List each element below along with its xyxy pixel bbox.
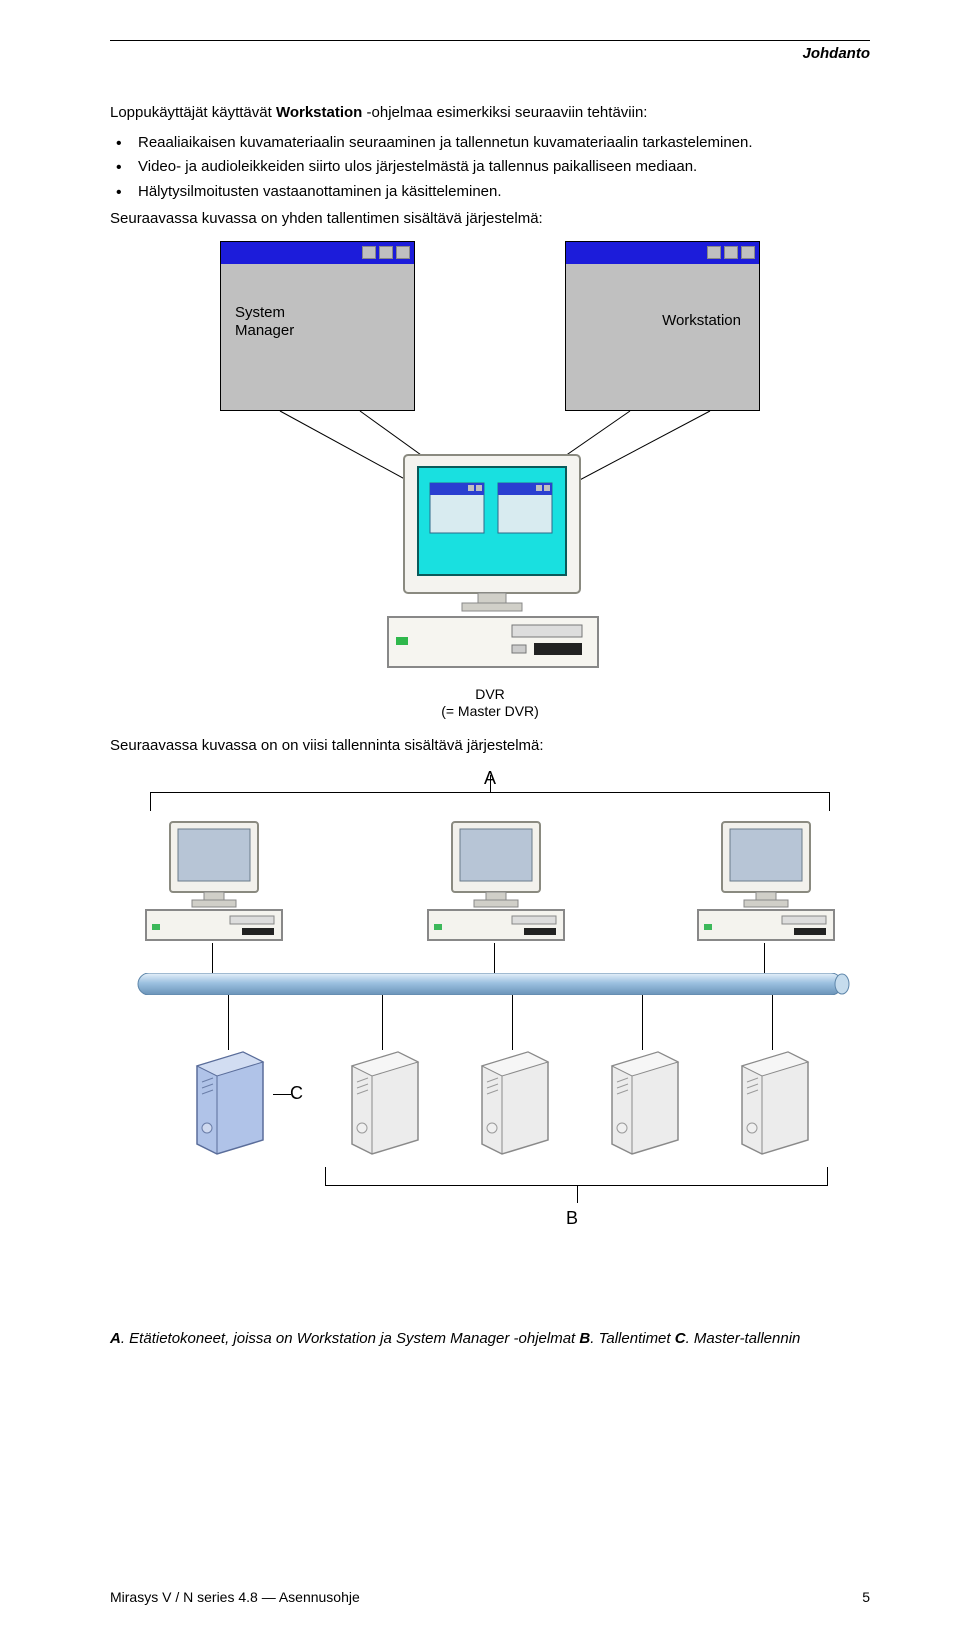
close-icon xyxy=(741,246,755,259)
intro-paragraph: Loppukäyttäjät käyttävät Workstation -oh… xyxy=(110,102,870,123)
bullet-item: Video- ja audioleikkeiden siirto ulos jä… xyxy=(138,157,870,177)
client-pc xyxy=(690,818,840,953)
intro-bold: Workstation xyxy=(276,104,362,121)
system-manager-window: System Manager xyxy=(220,241,415,411)
legend-a-text: . Etätietokoneet, joissa on Workstation … xyxy=(121,1330,580,1347)
server-icon xyxy=(340,1048,430,1158)
bullet-list: Reaaliaikaisen kuvamateriaalin seuraamin… xyxy=(110,133,870,202)
server-icon xyxy=(600,1048,690,1158)
diagram-single-recorder: System Manager Workstation xyxy=(210,241,770,721)
server xyxy=(600,1048,690,1163)
intro-before: Loppukäyttäjät käyttävät xyxy=(110,104,276,121)
header-rule xyxy=(110,40,870,41)
pc-icon xyxy=(138,818,288,948)
legend-c-text: . Master-tallennin xyxy=(686,1330,801,1347)
diagram-five-recorders: A xyxy=(130,768,850,1298)
label-c-line xyxy=(273,1094,291,1095)
close-icon xyxy=(396,246,410,259)
server-icon xyxy=(185,1048,275,1158)
legend-b-text: . Tallentimet xyxy=(590,1330,675,1347)
window-titlebar xyxy=(566,242,759,264)
dvr-label-line1: DVR xyxy=(441,686,539,704)
diagram2-caption: Seuraavassa kuvassa on on viisi tallenni… xyxy=(110,735,870,756)
footer-left: Mirasys V / N series 4.8 — Asennusohje xyxy=(110,1589,360,1605)
intro-after: -ohjelmaa esimerkiksi seuraaviin tehtävi… xyxy=(362,104,647,121)
window-titlebar xyxy=(221,242,414,264)
label-c: C xyxy=(290,1083,303,1104)
workstation-window: Workstation xyxy=(565,241,760,411)
minimize-icon xyxy=(707,246,721,259)
dvr-computer-svg xyxy=(382,449,602,674)
server xyxy=(470,1048,560,1163)
footer-page-number: 5 xyxy=(862,1589,870,1605)
server xyxy=(340,1048,430,1163)
dvr-label: DVR (= Master DVR) xyxy=(441,686,539,721)
diagram1-caption: Seuraavassa kuvassa on yhden tallentimen… xyxy=(110,208,870,229)
network-bus xyxy=(130,973,850,995)
pc-icon xyxy=(420,818,570,948)
server xyxy=(730,1048,820,1163)
dvr-computer xyxy=(382,449,602,679)
bullet-item: Hälytysilmoitusten vastaanottaminen ja k… xyxy=(138,182,870,202)
pc-icon xyxy=(690,818,840,948)
client-pc xyxy=(420,818,570,953)
bullet-item: Reaaliaikaisen kuvamateriaalin seuraamin… xyxy=(138,133,870,153)
header-section-title: Johdanto xyxy=(110,45,870,62)
diagram-legend: A. Etätietokoneet, joissa on Workstation… xyxy=(110,1328,870,1349)
maximize-icon xyxy=(379,246,393,259)
bracket-b xyxy=(325,1168,828,1186)
bracket-a xyxy=(150,792,830,810)
dvr-label-line2: (= Master DVR) xyxy=(441,703,539,721)
legend-c: C xyxy=(675,1330,686,1347)
workstation-label: Workstation xyxy=(662,312,741,329)
legend-a: A xyxy=(110,1330,121,1347)
minimize-icon xyxy=(362,246,376,259)
server-icon xyxy=(730,1048,820,1158)
client-pc xyxy=(138,818,288,953)
maximize-icon xyxy=(724,246,738,259)
legend-b: B xyxy=(579,1330,590,1347)
label-b: B xyxy=(566,1208,578,1229)
server-icon xyxy=(470,1048,560,1158)
system-manager-label: System Manager xyxy=(235,304,294,340)
page-footer: Mirasys V / N series 4.8 — Asennusohje 5 xyxy=(110,1589,870,1605)
server-master xyxy=(185,1048,275,1163)
